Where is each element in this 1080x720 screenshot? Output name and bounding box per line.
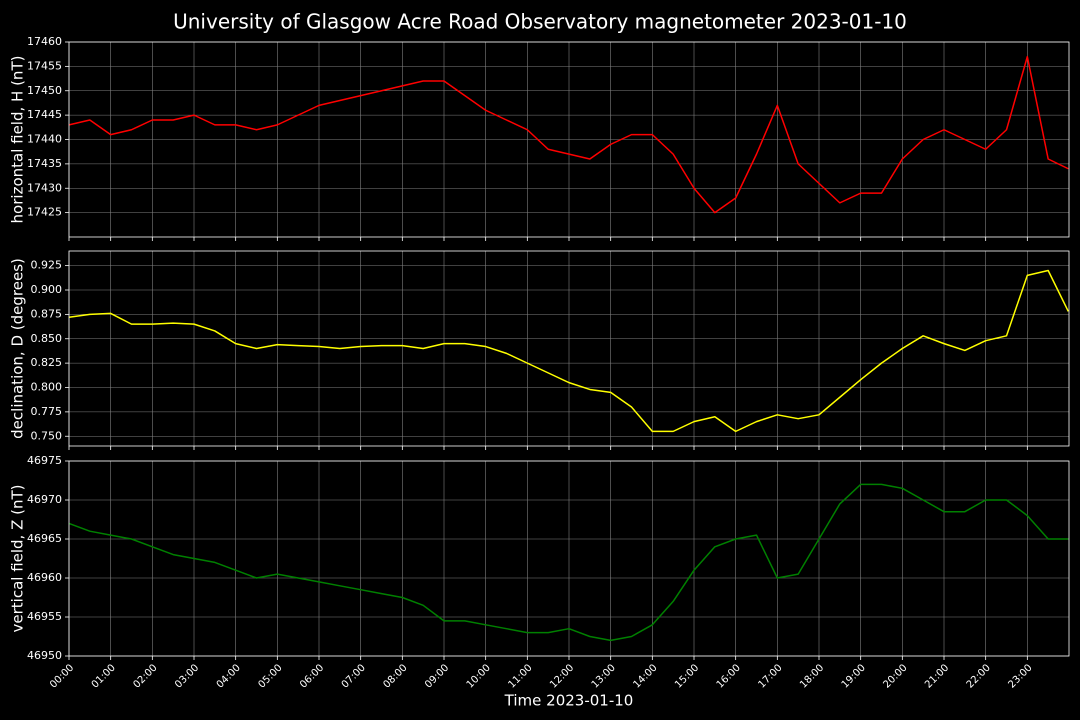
y-tick-label: 46975 xyxy=(27,454,62,467)
y-tick-label: 46970 xyxy=(27,493,62,506)
y-tick-label: 17425 xyxy=(27,206,62,219)
y-axis-label: horizontal field, H (nT) xyxy=(9,56,27,224)
y-tick-label: 17435 xyxy=(27,157,62,170)
y-axis-label: vertical field, Z (nT) xyxy=(9,484,27,632)
data-line xyxy=(68,483,1069,642)
y-axis-label: declination, D (degrees) xyxy=(9,258,27,439)
y-tick-label: 0.800 xyxy=(31,381,63,394)
data-line xyxy=(68,55,1069,214)
y-tick-label: 17450 xyxy=(27,84,62,97)
y-tick-label: 17440 xyxy=(27,133,62,146)
figure-title: University of Glasgow Acre Road Observat… xyxy=(173,10,907,34)
data-line xyxy=(68,269,1069,433)
y-tick-label: 17430 xyxy=(27,181,62,194)
plot-frame xyxy=(68,41,1070,238)
plot-frame xyxy=(68,460,1070,657)
y-tick-label: 0.875 xyxy=(31,307,63,320)
y-tick-label: 0.850 xyxy=(31,332,63,345)
y-tick-label: 46950 xyxy=(27,649,62,662)
y-tick-label: 46960 xyxy=(27,571,62,584)
y-tick-label: 17445 xyxy=(27,108,62,121)
y-tick-label: 0.750 xyxy=(31,429,63,442)
y-tick-label: 0.900 xyxy=(31,283,63,296)
y-tick-label: 46955 xyxy=(27,610,62,623)
y-tick-label: 17460 xyxy=(27,35,62,48)
y-tick-label: 0.925 xyxy=(31,259,63,272)
y-tick-label: 17455 xyxy=(27,59,62,72)
y-tick-label: 0.825 xyxy=(31,356,63,369)
y-tick-label: 46965 xyxy=(27,532,62,545)
y-tick-label: 0.775 xyxy=(31,405,63,418)
plot-frame xyxy=(68,250,1070,447)
x-axis-label: Time 2023-01-10 xyxy=(504,692,634,710)
